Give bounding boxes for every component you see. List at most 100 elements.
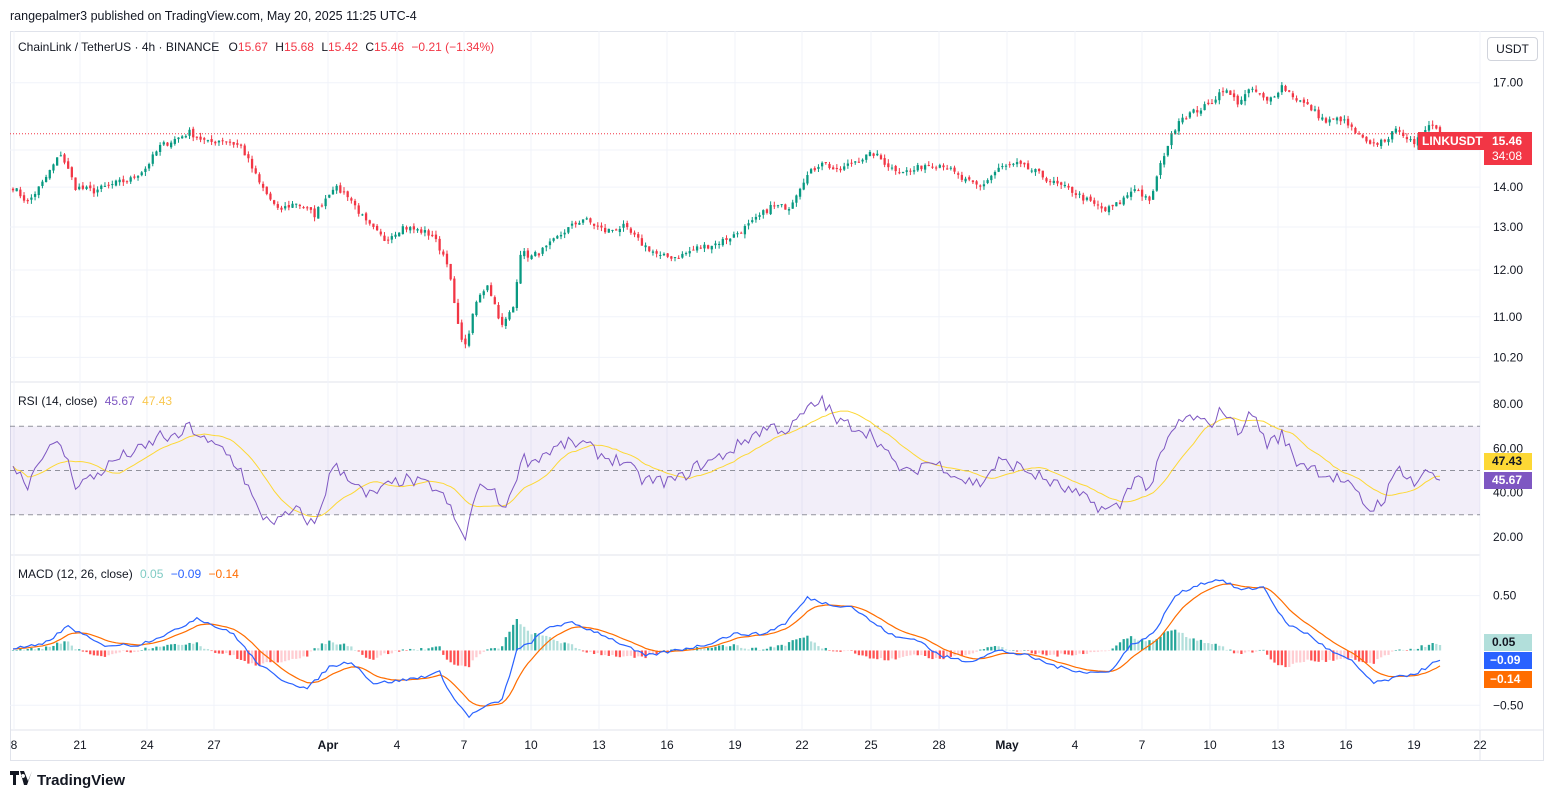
candle-body [655, 251, 658, 254]
macd-histogram-bar [526, 630, 530, 651]
candle-body [659, 254, 662, 256]
candle-body [968, 177, 971, 180]
macd-histogram-bar [1218, 645, 1221, 651]
macd-histogram-bar [1008, 650, 1011, 651]
candle-body [353, 200, 357, 206]
time-tick-label: 13 [1271, 738, 1285, 752]
macd-histogram-bar [1332, 650, 1335, 661]
candle-body [964, 178, 967, 182]
candle-body [622, 223, 625, 228]
candle-body [802, 182, 805, 190]
macd-histogram-bar [1324, 650, 1328, 662]
macd-histogram-bar [946, 650, 949, 656]
candle-body [1166, 145, 1169, 156]
candle-body [456, 302, 460, 324]
macd-histogram-bar [1012, 650, 1015, 651]
macd-histogram-bar [1346, 650, 1350, 659]
macd-histogram-bar [258, 650, 261, 666]
candle-body [776, 205, 780, 207]
macd-histogram-bar [33, 649, 37, 651]
macd-histogram-bar [979, 649, 982, 651]
macd-histogram-bar [478, 650, 482, 655]
candle-body [144, 168, 147, 172]
candle-body [122, 179, 125, 183]
macd-histogram-bar [659, 650, 662, 652]
macd-histogram-bar [1438, 645, 1442, 651]
macd-histogram-bar [445, 650, 449, 660]
macd-histogram-bar [600, 650, 603, 656]
candle-body [1332, 118, 1335, 120]
candle-body [214, 141, 217, 144]
macd-histogram-bar [460, 650, 463, 666]
candle-body [835, 167, 838, 169]
macd-histogram-bar [501, 646, 504, 651]
macd-histogram-bar [372, 650, 375, 660]
time-tick-label: 28 [932, 738, 946, 752]
macd-title[interactable]: MACD (12, 26, close) [18, 567, 133, 581]
candle-body [552, 238, 555, 241]
macd-histogram-bar [1424, 646, 1427, 651]
macd-histogram-bar [865, 650, 868, 657]
macd-histogram-bar [453, 650, 456, 665]
macd-histogram-bar [412, 649, 416, 651]
macd-histogram-bar [1277, 650, 1280, 666]
macd-histogram-bar [1096, 650, 1100, 652]
candle-body [361, 214, 364, 216]
candle-body [508, 312, 511, 320]
time-tick-label: 19 [728, 738, 742, 752]
macd-histogram-bar [173, 643, 176, 651]
macd-histogram-bar [905, 650, 908, 657]
macd-histogram-bar [1089, 650, 1092, 653]
macd-histogram-bar [567, 643, 570, 651]
candle-body [1269, 97, 1272, 102]
candle-body [1151, 191, 1155, 200]
candle-body [44, 176, 48, 183]
macd-histogram-bar [409, 648, 412, 651]
macd-histogram-bar [729, 646, 732, 651]
macd-histogram-bar [934, 650, 938, 658]
tradingview-logo[interactable]: TradingView [10, 771, 125, 789]
macd-histogram-bar [607, 650, 610, 656]
macd-histogram-bar [1100, 650, 1103, 652]
macd-histogram-bar [85, 650, 88, 653]
macd-histogram-bar [26, 649, 29, 651]
candle-body [210, 139, 213, 142]
candle-body [600, 225, 603, 228]
candle-body [618, 228, 621, 233]
rsi-ma-tag: 47.43 [1484, 453, 1532, 470]
macd-histogram-bar [1093, 650, 1096, 653]
macd-histogram-bar [964, 650, 967, 656]
macd-histogram-bar [1405, 650, 1409, 651]
candle-body [1015, 162, 1019, 165]
candle-body [681, 253, 684, 258]
candle-body [48, 170, 51, 179]
candle-body [217, 140, 221, 143]
macd-histogram-bar [1019, 650, 1022, 652]
tradingview-logo-text: TradingView [37, 771, 126, 789]
candle-body [677, 257, 680, 259]
macd-histogram-bar [714, 646, 717, 651]
macd-histogram-bar [916, 650, 919, 656]
candle-body [920, 165, 923, 170]
symbol-label[interactable]: ChainLink / TetherUS · 4h · BINANCE [18, 40, 220, 54]
macd-legend: MACD (12, 26, close) 0.05 −0.09 −0.14 [18, 567, 243, 581]
candle-body [1380, 139, 1383, 147]
macd-histogram-bar [287, 650, 290, 661]
macd-histogram-bar [957, 650, 960, 655]
candle-body [1159, 163, 1162, 176]
candle-body [857, 161, 861, 163]
candle-body [512, 307, 515, 313]
macd-histogram-bar [280, 650, 283, 663]
candle-body [718, 243, 721, 245]
candle-body [1045, 178, 1048, 182]
macd-histogram-bar [534, 633, 537, 651]
candle-body [1140, 189, 1144, 197]
currency-button[interactable]: USDT [1487, 37, 1538, 61]
macd-histogram-bar [1196, 640, 1199, 651]
rsi-title[interactable]: RSI (14, close) [18, 394, 98, 408]
candle-body [1273, 96, 1276, 98]
candle-body [861, 159, 864, 162]
candle-body [729, 238, 732, 242]
candle-body [1221, 91, 1225, 93]
